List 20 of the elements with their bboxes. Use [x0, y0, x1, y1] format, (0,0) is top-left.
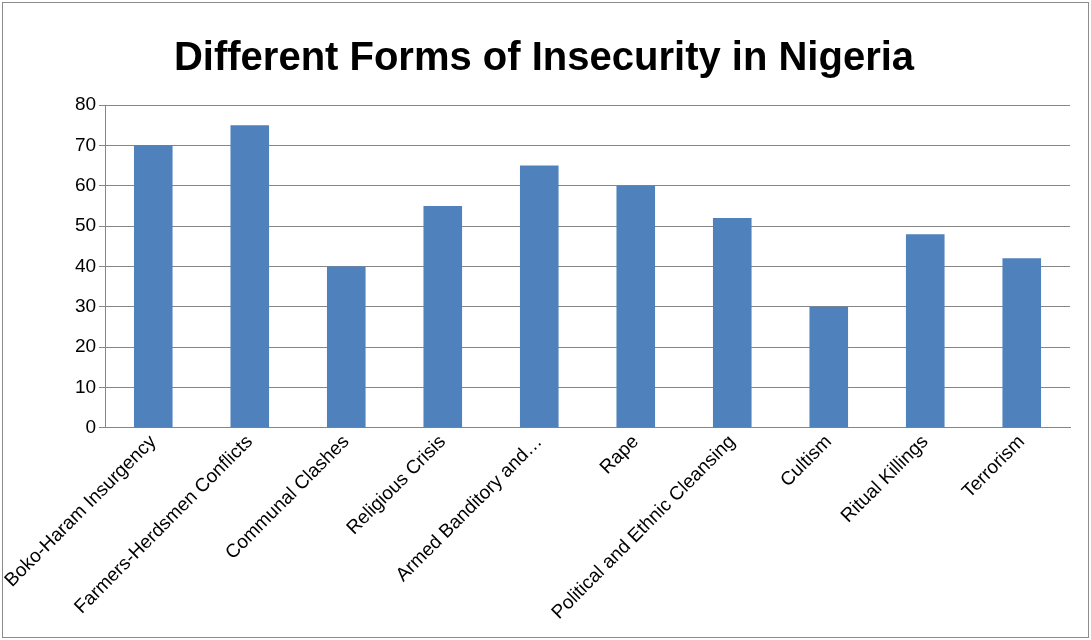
y-tick-label: 60: [74, 173, 97, 195]
y-tick-label: 30: [74, 295, 97, 317]
chart-title: Different Forms of Insecurity in Nigeria: [173, 34, 915, 79]
y-tick-label: 20: [74, 335, 97, 357]
y-tick-label: 40: [74, 254, 97, 276]
bar: [326, 266, 366, 428]
y-tick-label: 80: [74, 93, 97, 115]
bar: [133, 145, 173, 428]
bar: [519, 165, 559, 428]
bar: [616, 185, 656, 428]
bar: [423, 205, 463, 428]
y-tick-label: 70: [74, 133, 97, 155]
bar: [712, 218, 752, 428]
y-tick-label: 50: [74, 214, 97, 236]
bar: [1002, 258, 1042, 428]
y-tick-label: 0: [85, 416, 97, 438]
y-tick-label: 10: [74, 375, 97, 397]
bar: [230, 125, 270, 428]
bar: [905, 234, 945, 428]
bar: [809, 306, 849, 428]
